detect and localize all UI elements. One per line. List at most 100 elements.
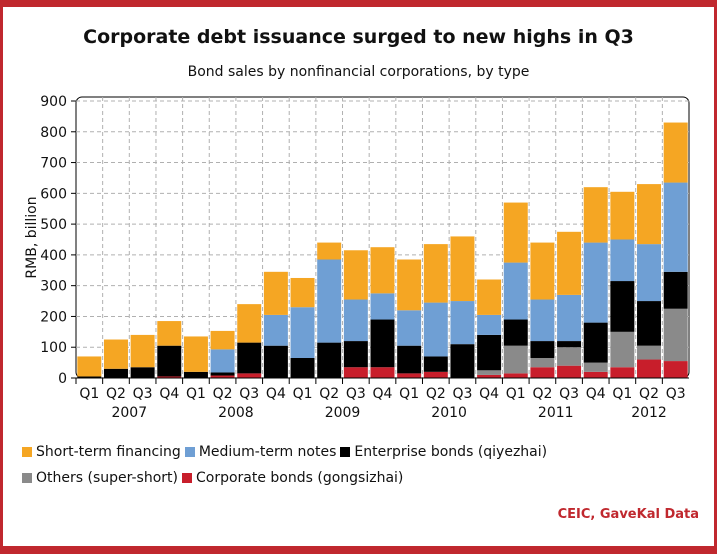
x-year-label: 2009 xyxy=(325,405,361,421)
bar-segment xyxy=(557,347,582,366)
bar-segment xyxy=(397,345,422,374)
bar-segment xyxy=(477,334,502,371)
bar-segment xyxy=(263,345,288,378)
bar-segment xyxy=(370,247,395,294)
bar-segment xyxy=(343,299,368,342)
bar-segment xyxy=(583,362,608,372)
bar-segment xyxy=(237,373,262,378)
y-tick-label: 600 xyxy=(40,186,67,202)
x-year-label: 2010 xyxy=(431,405,467,421)
x-tick-label: Q2 xyxy=(213,386,233,402)
x-tick-label: Q4 xyxy=(586,386,606,402)
bar-segment xyxy=(557,365,582,378)
bar-segment xyxy=(477,374,502,378)
bar-segment xyxy=(157,345,182,377)
bar-segment xyxy=(503,319,528,346)
bar-segment xyxy=(557,294,582,342)
bar-segment xyxy=(477,370,502,375)
x-tick-label: Q2 xyxy=(319,386,339,402)
bar-segment xyxy=(77,376,102,378)
x-tick-label: Q2 xyxy=(532,386,552,402)
x-tick-label: Q1 xyxy=(612,386,632,402)
bar-segment xyxy=(530,299,555,342)
x-year-label: 2007 xyxy=(111,405,147,421)
bar-segment xyxy=(477,314,502,335)
bottom-frame-bar xyxy=(0,546,717,554)
bar-segment xyxy=(317,342,342,378)
bar-segment xyxy=(637,359,662,378)
bar-segment xyxy=(397,259,422,311)
bar-segment xyxy=(583,371,608,378)
bar-segment xyxy=(663,182,688,272)
bar-segment xyxy=(370,367,395,378)
x-tick-label: Q1 xyxy=(293,386,313,402)
x-year-label: 2011 xyxy=(538,405,574,421)
bar-segment xyxy=(503,202,528,263)
bar-segment xyxy=(157,321,182,346)
bar-segment xyxy=(210,375,235,378)
legend-swatch-enterprise xyxy=(340,447,351,457)
bar-segment xyxy=(183,336,208,372)
stacked-bar-chart: 0 100 200 300 400 500 600 700 800 900 Q1 Q2 Q3 Q4 Q1 Q2… xyxy=(24,94,690,421)
bar-segment xyxy=(290,357,315,378)
bar-segment xyxy=(663,122,688,183)
bar-segment xyxy=(663,271,688,309)
bar-segment xyxy=(557,231,582,295)
x-tick-label: Q1 xyxy=(399,386,419,402)
bar-segment xyxy=(530,357,555,368)
legend-label-medium-term: Medium-term notes xyxy=(198,444,337,460)
bar-segment xyxy=(423,244,448,303)
legend-swatch-medium-term xyxy=(184,447,195,457)
bar-segment xyxy=(610,331,635,368)
x-tick-label: Q1 xyxy=(79,386,99,402)
bar-segment xyxy=(397,373,422,378)
bar-segment xyxy=(503,262,528,320)
x-year-label: 2008 xyxy=(218,405,254,421)
x-tick-label: Q1 xyxy=(186,386,206,402)
bar-segment xyxy=(637,345,662,360)
legend-item-short-term: Short-term financing xyxy=(22,444,181,460)
bar-segment xyxy=(397,310,422,346)
y-tick-label: 500 xyxy=(40,217,67,233)
bar-segment xyxy=(423,302,448,357)
bar-segment xyxy=(343,367,368,378)
bar-segment xyxy=(370,319,395,368)
legend-swatch-others xyxy=(22,473,32,483)
bar-segment xyxy=(103,368,128,378)
bar-segment xyxy=(530,367,555,378)
legend-row-1: Short-term financing Medium-term notes E… xyxy=(22,444,551,460)
legend-label-enterprise: Enterprise bonds (qiyezhai) xyxy=(354,444,548,460)
bar-segment xyxy=(290,277,315,308)
bar-segment xyxy=(610,239,635,282)
bar-segment xyxy=(583,187,608,243)
legend-item-enterprise: Enterprise bonds (qiyezhai) xyxy=(340,444,547,460)
bar-segment xyxy=(210,349,235,373)
bar-segment xyxy=(210,330,235,350)
bar-segment xyxy=(237,304,262,343)
legend-label-short-term: Short-term financing xyxy=(36,444,181,460)
y-tick-label: 0 xyxy=(58,371,67,387)
bar-segment xyxy=(663,361,688,378)
bar-segment xyxy=(663,308,688,362)
bar-segment xyxy=(370,293,395,320)
left-frame-bar xyxy=(0,0,3,554)
x-tick-label: Q3 xyxy=(452,386,472,402)
x-tick-label: Q3 xyxy=(133,386,153,402)
top-frame-bar xyxy=(0,0,717,7)
x-tick-label: Q1 xyxy=(506,386,526,402)
bar-segment xyxy=(610,191,635,240)
x-tick-label: Q3 xyxy=(239,386,259,402)
bar-segment xyxy=(557,341,582,348)
bar-segment xyxy=(477,279,502,315)
bar-segment xyxy=(637,184,662,245)
x-tick-label: Q2 xyxy=(639,386,659,402)
x-tick-label: Q3 xyxy=(559,386,579,402)
bar-segment xyxy=(237,342,262,374)
bar-segment xyxy=(503,373,528,378)
x-year-label: 2012 xyxy=(631,405,667,421)
bar-segment xyxy=(450,301,475,345)
y-axis-title: RMB, billion xyxy=(24,196,40,278)
bar-segment xyxy=(103,339,128,369)
x-tick-label: Q4 xyxy=(479,386,499,402)
bar-segment xyxy=(423,356,448,372)
